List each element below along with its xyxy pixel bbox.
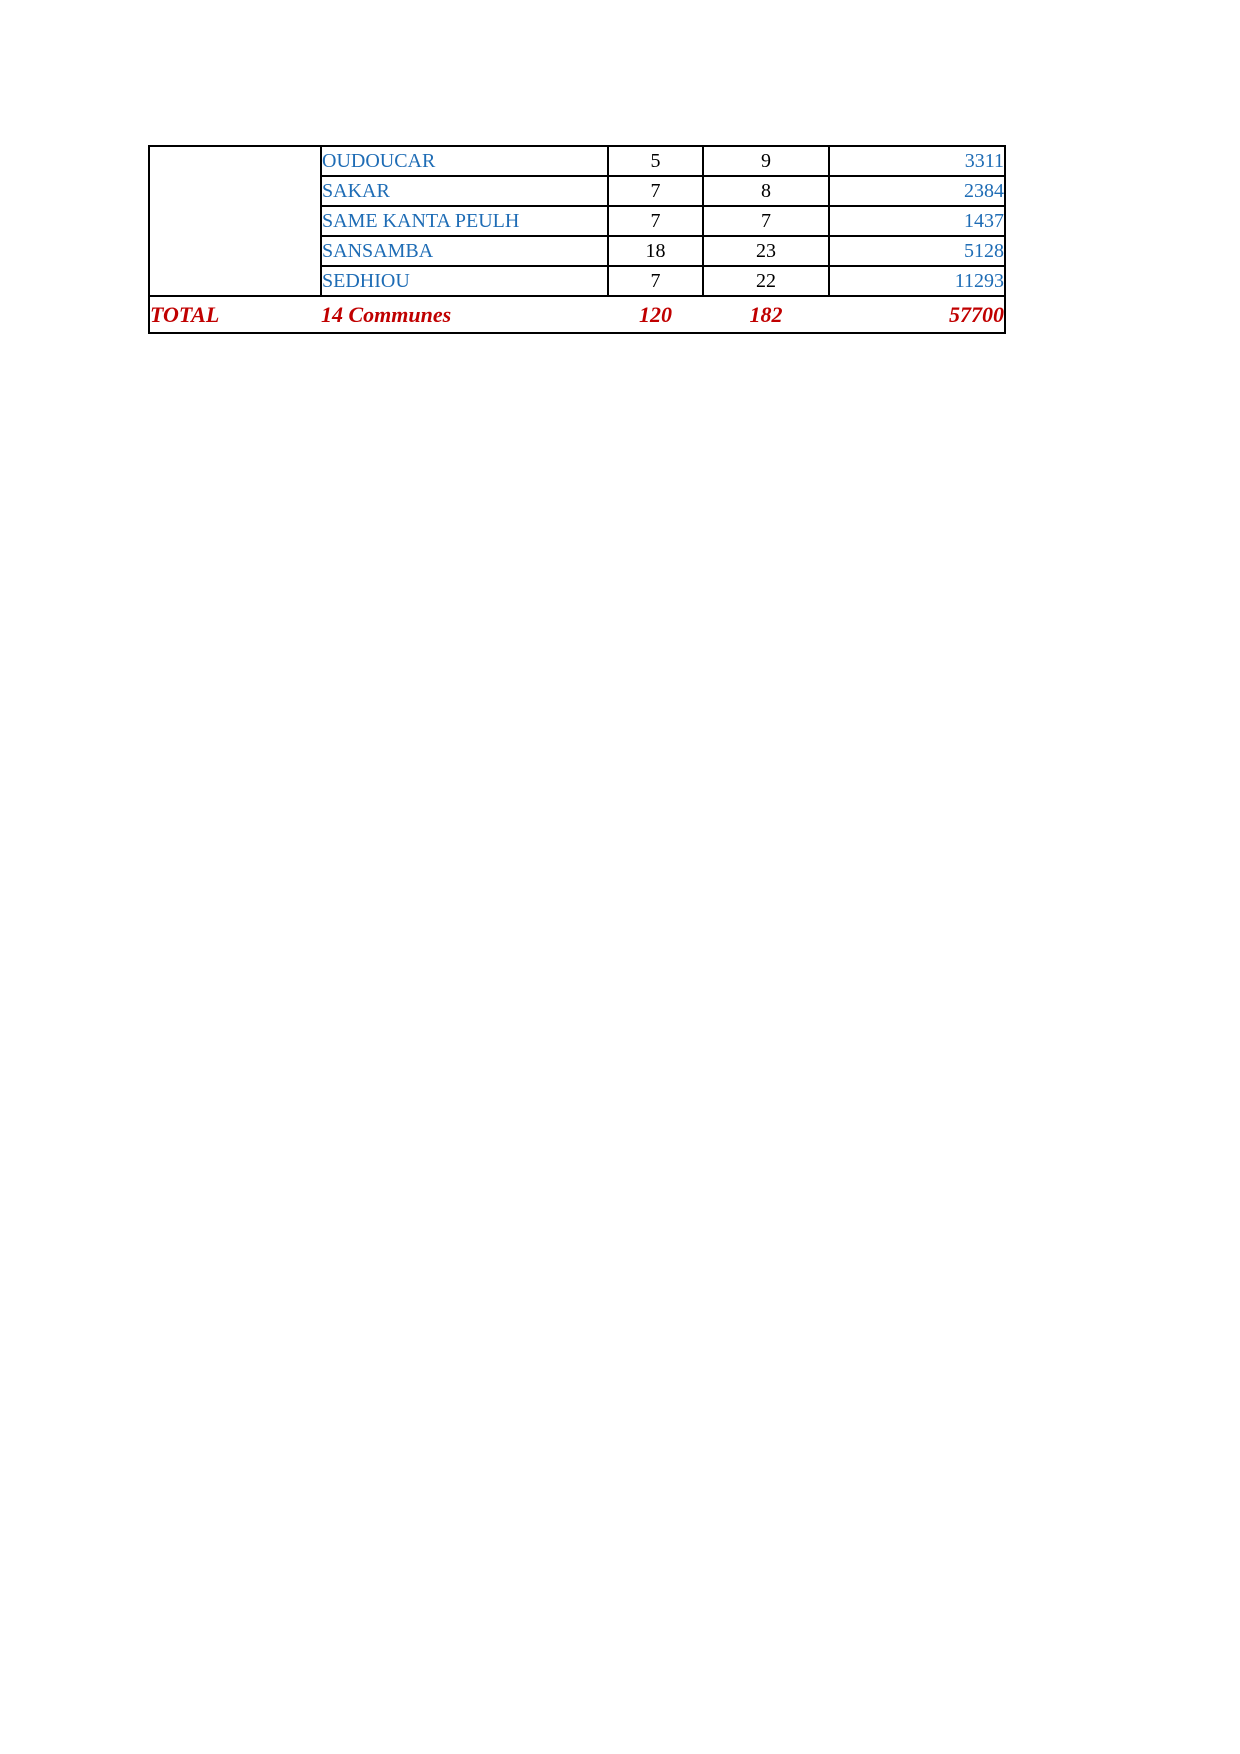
commune-name-cell: SAME KANTA PEULH	[320, 205, 609, 237]
hameaux-count-cell: 22	[702, 265, 830, 297]
table-row: SEDHIOU 7 22 11293	[149, 265, 1006, 297]
population-cell: 1437	[828, 205, 1006, 237]
hameaux-count-cell: 9	[702, 145, 830, 177]
total-hameaux: 182	[703, 295, 829, 334]
hameaux-count-cell: 7	[702, 205, 830, 237]
villages-count-cell: 7	[607, 205, 704, 237]
villages-count-cell: 7	[607, 175, 704, 207]
total-villages: 120	[608, 295, 703, 334]
villages-count-cell: 7	[607, 265, 704, 297]
total-communes: 14 Communes	[321, 295, 608, 334]
hameaux-count-cell: 8	[702, 175, 830, 207]
table-row: OUDOUCAR 5 9 3311	[148, 145, 1006, 297]
table-row: SANSAMBA 18 23 5128	[149, 235, 1006, 267]
total-row: TOTAL 14 Communes 120 182 57700	[149, 295, 1005, 334]
hameaux-count-cell: 23	[702, 235, 830, 267]
population-cell: 3311	[828, 145, 1006, 177]
commune-name-cell: SEDHIOU	[320, 265, 609, 297]
commune-name-cell: OUDOUCAR	[320, 145, 609, 177]
total-population: 57700	[829, 295, 1005, 334]
population-cell: 5128	[828, 235, 1006, 267]
commune-name-cell: SANSAMBA	[320, 235, 609, 267]
commune-name-cell: SAKAR	[320, 175, 609, 207]
total-label: TOTAL	[149, 295, 321, 334]
communes-table: OUDOUCAR 5 9 3311 SAKAR 7 8 2384 SAME KA…	[148, 145, 1006, 334]
population-cell: 2384	[828, 175, 1006, 207]
table-row: SAKAR 7 8 2384	[149, 175, 1006, 207]
table-row: SAME KANTA PEULH 7 7 1437	[149, 205, 1006, 237]
population-cell: 11293	[828, 265, 1006, 297]
villages-count-cell: 5	[607, 145, 704, 177]
villages-count-cell: 18	[607, 235, 704, 267]
merged-empty-cell	[148, 145, 322, 297]
